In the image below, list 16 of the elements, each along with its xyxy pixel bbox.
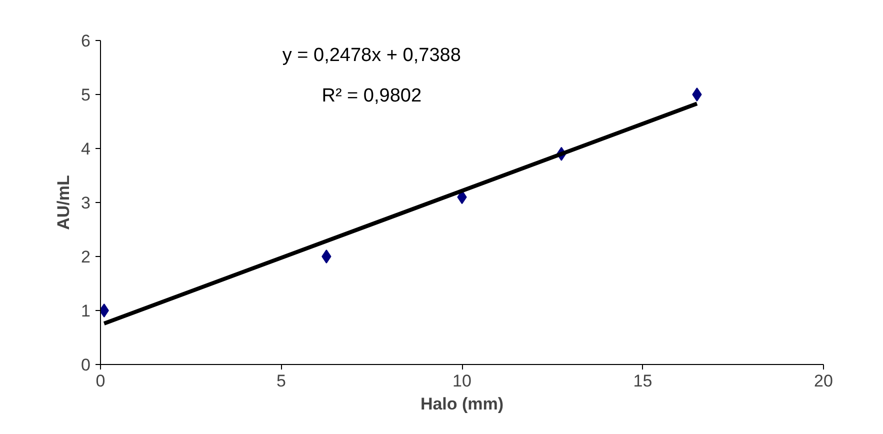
y-tick-label: 1 — [81, 302, 91, 320]
y-tick-label: 4 — [81, 140, 91, 158]
y-tick-label: 0 — [81, 356, 91, 374]
y-tick-label: 5 — [81, 86, 91, 104]
y-axis-title: AU/mL — [54, 175, 74, 230]
x-tick-label: 10 — [452, 372, 472, 390]
y-tick-label: 2 — [81, 248, 91, 266]
x-tick-label: 0 — [96, 372, 106, 390]
x-tick-label: 20 — [814, 372, 833, 390]
x-tick-label: 15 — [633, 372, 652, 390]
y-tick-label: 3 — [81, 194, 91, 212]
annotation: y = 0,2478x + 0,7388 — [282, 45, 461, 66]
x-axis-title: Halo (mm) — [420, 394, 504, 414]
x-tick-label: 5 — [276, 372, 286, 390]
annotation: R² = 0,9802 — [322, 86, 422, 107]
y-tick-label: 6 — [81, 32, 91, 50]
